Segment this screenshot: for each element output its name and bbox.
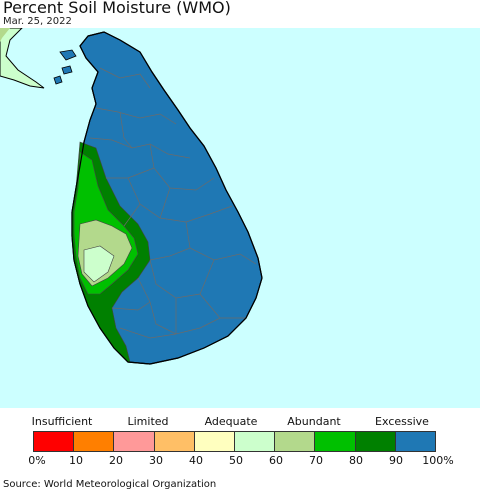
legend-tick: 80 (349, 454, 363, 467)
legend-tick: 100% (422, 454, 454, 467)
legend-swatch (395, 432, 436, 451)
legend-swatch (154, 432, 195, 451)
map-date: Mar. 25, 2022 (3, 16, 72, 27)
legend-category-limited: Limited (127, 415, 169, 428)
legend-tick: 40 (189, 454, 203, 467)
legend-swatch (275, 432, 316, 451)
india-mainland (0, 28, 45, 89)
legend-tick: 0% (28, 454, 46, 467)
source-credit: Source: World Meteorological Organizatio… (3, 479, 217, 490)
legend-tick: 70 (309, 454, 323, 467)
legend-swatch (235, 432, 276, 451)
sri-lanka-map-svg (0, 28, 263, 365)
district-boundaries (89, 67, 257, 339)
legend-category-excessive: Excessive (375, 415, 429, 428)
legend-category-adequate: Adequate (204, 415, 258, 428)
legend-swatch (315, 432, 356, 451)
legend-swatch (34, 432, 75, 451)
sri-lanka-coastline (71, 31, 263, 365)
zone-50-60 (83, 245, 115, 283)
legend-tick: 60 (269, 454, 283, 467)
legend-category-insufficient: Insufficient (31, 415, 93, 428)
legend-tick: 30 (149, 454, 163, 467)
legend-tick: 50 (229, 454, 243, 467)
legend-swatch (355, 432, 396, 451)
legend-tick: 10 (69, 454, 83, 467)
jaffna-islands (53, 49, 77, 85)
legend-category-abundant: Abundant (287, 415, 341, 428)
legend-tick: 20 (109, 454, 123, 467)
legend-tick: 90 (389, 454, 403, 467)
legend-color-bar (33, 431, 436, 452)
legend-swatch (194, 432, 236, 451)
map-title: Percent Soil Moisture (WMO) (3, 0, 231, 17)
legend-swatch (74, 432, 115, 451)
soil-moisture-map (0, 28, 480, 408)
india-coast-green (0, 28, 10, 42)
legend-swatch (114, 432, 155, 451)
